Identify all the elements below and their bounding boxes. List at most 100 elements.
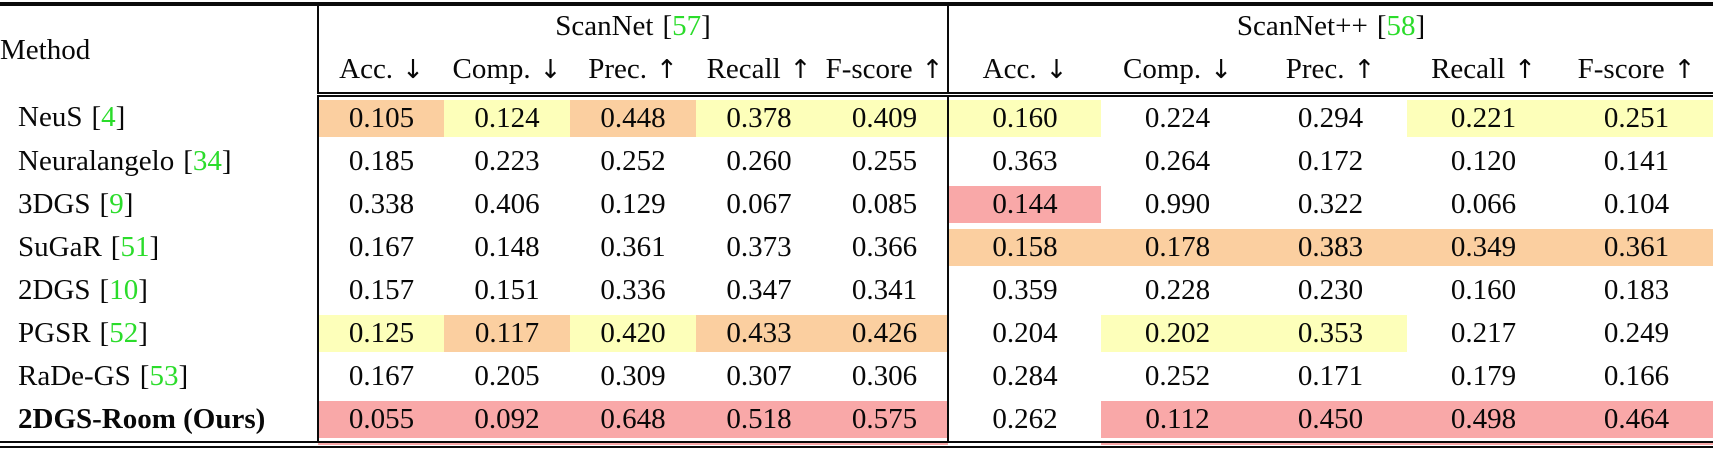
metric-value-cell: 0.160 — [1450, 274, 1517, 306]
metric-value-cell: 0.141 — [1603, 145, 1670, 177]
table-row: 2DGS [10] 0.157 0.151 0.336 0.347 0.341 0.359 0.… — [0, 269, 1713, 312]
citation-number[interactable]: 57 — [672, 9, 702, 42]
method-name: 2DGS-Room (Ours) — [18, 403, 266, 435]
citation-link[interactable]: [34] — [183, 145, 232, 177]
metric-value-cell: 0.450 — [1254, 398, 1408, 445]
metric-value-cell: 0.373 — [726, 231, 792, 263]
metric-value-cell: 0.124 — [444, 94, 570, 140]
metric-value-cell: 0.221 — [1407, 94, 1561, 140]
citation-link[interactable]: [4] — [91, 100, 126, 133]
citation-number[interactable]: 53 — [149, 360, 179, 392]
method-name-cell: NeuS [4] — [0, 95, 318, 141]
metric-value-cell: 0.349 — [1407, 226, 1561, 269]
method-name: 3DGS — [18, 188, 91, 220]
method-name: PGSR — [18, 317, 91, 349]
metric-value-cell: 0.264 — [1144, 145, 1211, 177]
citation-link[interactable]: [10] — [99, 274, 148, 306]
metric-value-cell: 0.228 — [1144, 274, 1211, 306]
metric-value-cell: 0.306 — [851, 360, 918, 392]
metric-value-cell: 0.347 — [726, 274, 792, 306]
table-row: NeuS [4] 0.105 0.124 0.448 0.378 0.409 0.160 0.2… — [0, 94, 1714, 141]
citation-link[interactable]: [57] — [662, 9, 711, 42]
citation-number[interactable]: 10 — [109, 274, 139, 306]
metric-value-cell: 0.648 — [570, 398, 696, 445]
metric-value-cell: 0.148 — [474, 231, 540, 263]
metric-value-cell: 0.426 — [822, 312, 949, 355]
metric-label: Prec. — [1285, 52, 1345, 85]
citation-link[interactable]: [9] — [99, 188, 134, 220]
metric-header-row: Acc. ↓ Comp. ↓ Prec. ↑ Recall ↑ F-score ↑ Acc. ↓ Com… — [0, 46, 1714, 97]
metric-value-cell: 0.183 — [1603, 274, 1670, 306]
metric-label: Comp. — [452, 52, 531, 85]
up-arrow-icon: ↑ — [789, 54, 812, 85]
metric-value-cell: 0.341 — [851, 274, 918, 306]
metric-value-cell: 0.160 — [947, 94, 1102, 140]
col-header-prec: Prec. ↑ — [570, 46, 696, 97]
metric-value-cell: 0.406 — [474, 188, 540, 220]
method-column-header: Method — [0, 33, 91, 66]
dataset-name: ScanNet++ — [1236, 9, 1368, 42]
metric-value-cell: 0.204 — [947, 312, 1102, 355]
down-arrow-icon: ↓ — [1210, 54, 1232, 85]
metric-value-cell: 0.205 — [474, 360, 540, 392]
metric-label: F-score — [1577, 52, 1665, 85]
col-header-acc: Acc. ↓ — [317, 46, 444, 97]
table-row: 3DGS [9] 0.338 0.406 0.129 0.067 0.085 0.144 0.9… — [0, 183, 1713, 226]
metric-value-cell: 0.294 — [1297, 102, 1364, 134]
citation-number[interactable]: 9 — [109, 188, 124, 220]
method-name-cell: SuGaR [51] — [0, 226, 318, 269]
method-name-cell: PGSR [52] — [0, 312, 318, 355]
table-row: PGSR [52] 0.125 0.117 0.420 0.433 0.426 0.204 0.… — [0, 312, 1713, 355]
metric-value-cell: 0.151 — [474, 274, 540, 306]
down-arrow-icon: ↓ — [539, 54, 562, 85]
metric-value-cell: 0.498 — [1407, 398, 1561, 445]
metric-value-cell: 0.104 — [1603, 188, 1670, 220]
col-header-acc: Acc. ↓ — [947, 46, 1102, 97]
up-arrow-icon: ↑ — [655, 54, 678, 85]
down-arrow-icon: ↓ — [402, 54, 424, 85]
metric-value-cell: 0.409 — [822, 94, 949, 140]
up-arrow-icon: ↑ — [1673, 54, 1696, 85]
metric-label: F-score — [825, 52, 913, 85]
metric-value-cell: 0.172 — [1297, 145, 1364, 177]
metric-value-cell: 0.518 — [696, 398, 822, 445]
metric-label: Prec. — [588, 52, 647, 85]
metric-value-cell: 0.262 — [947, 398, 1102, 445]
metric-value-cell: 0.224 — [1144, 102, 1211, 134]
citation-link[interactable]: [51] — [110, 231, 160, 263]
metric-value-cell: 0.338 — [317, 183, 444, 226]
metric-value-cell: 0.085 — [851, 188, 918, 220]
metric-value-cell: 0.353 — [1254, 312, 1408, 355]
col-header-fscore: F-score ↑ — [822, 46, 949, 97]
citation-link[interactable]: [52] — [99, 317, 148, 349]
citation-number[interactable]: 34 — [192, 145, 222, 177]
citation-link[interactable]: [58] — [1376, 9, 1426, 42]
citation-number[interactable]: 58 — [1386, 9, 1416, 42]
metric-value-cell: 0.464 — [1560, 398, 1714, 445]
metric-value-cell: 0.363 — [947, 140, 1102, 183]
citation-number[interactable]: 51 — [120, 231, 150, 263]
method-name-cell: 3DGS [9] — [0, 183, 318, 226]
col-header-fscore: F-score ↑ — [1560, 46, 1714, 97]
citation-number[interactable]: 52 — [109, 317, 139, 349]
method-name: NeuS — [18, 100, 83, 133]
metric-value-cell: 0.249 — [1603, 317, 1670, 349]
metric-value-cell: 0.260 — [726, 145, 792, 177]
metric-value-cell: 0.361 — [1560, 226, 1714, 269]
metric-value-cell: 0.420 — [570, 312, 696, 355]
col-header-comp: Comp. ↓ — [1101, 46, 1255, 97]
table-row: 2DGS-Room (Ours) 0.055 0.092 0.648 0.518 0.57… — [0, 398, 1714, 445]
table-header: Method ScanNet [57] ScanNet++ [58] Acc. ↓ Co… — [0, 4, 1714, 97]
metric-value-cell: 0.361 — [600, 231, 666, 263]
metric-value-cell: 0.092 — [444, 398, 570, 445]
table-row: RaDe-GS [53] 0.167 0.205 0.309 0.307 0.306 0.28… — [0, 355, 1713, 398]
metric-value-cell: 0.322 — [1297, 188, 1364, 220]
metric-label: Recall — [706, 52, 781, 85]
metric-value-cell: 0.105 — [317, 94, 444, 140]
metric-value-cell: 0.112 — [1101, 398, 1255, 445]
up-arrow-icon: ↑ — [921, 54, 944, 85]
citation-number[interactable]: 4 — [101, 100, 116, 133]
method-name-cell: RaDe-GS [53] — [0, 355, 318, 398]
metric-value-cell: 0.167 — [317, 226, 444, 269]
citation-link[interactable]: [53] — [139, 360, 189, 392]
